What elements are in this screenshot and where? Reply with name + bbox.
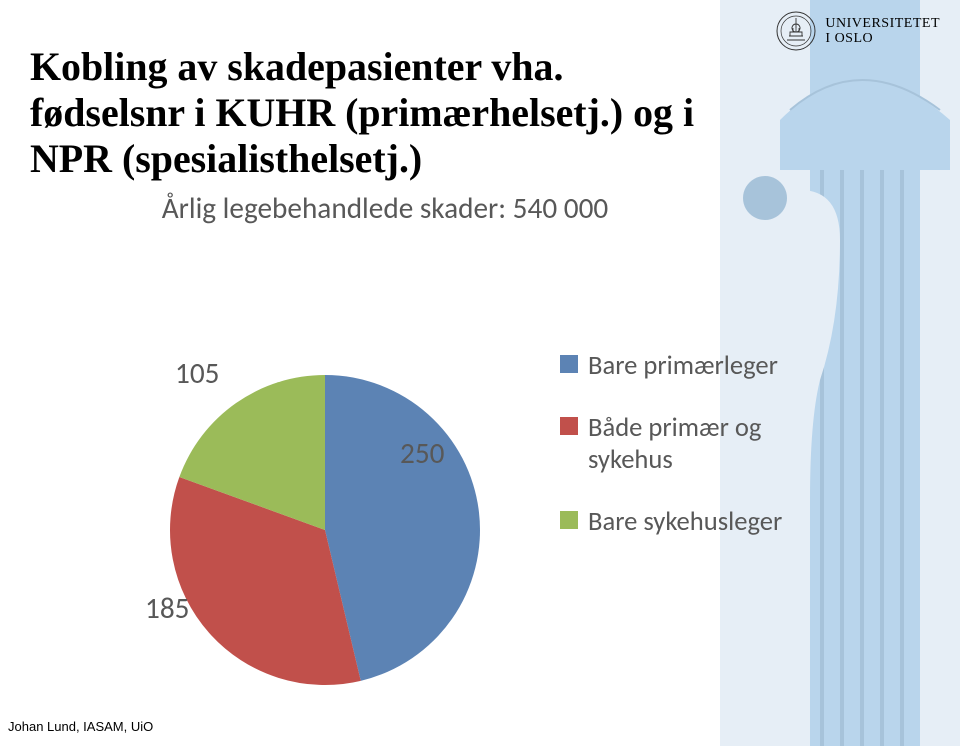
data-label: 250: [400, 435, 444, 471]
legend-label: Både primær og sykehus: [588, 412, 820, 476]
data-label: 105: [175, 355, 219, 391]
legend-label: Bare sykehusleger: [588, 506, 782, 538]
data-label: 185: [145, 590, 189, 626]
legend-item: Både primær og sykehus: [560, 412, 820, 476]
legend: Bare primærleger Både primær og sykehus Ba…: [560, 350, 820, 568]
footer-credit: Johan Lund, IASAM, UiO: [8, 719, 153, 734]
legend-label: Bare primærleger: [588, 350, 778, 382]
legend-swatch: [560, 511, 578, 529]
legend-swatch: [560, 417, 578, 435]
slide: UNIVERSITETET I OSLO Kobling av skadepas…: [0, 0, 960, 746]
legend-swatch: [560, 355, 578, 373]
legend-item: Bare sykehusleger: [560, 506, 820, 538]
legend-item: Bare primærleger: [560, 350, 820, 382]
